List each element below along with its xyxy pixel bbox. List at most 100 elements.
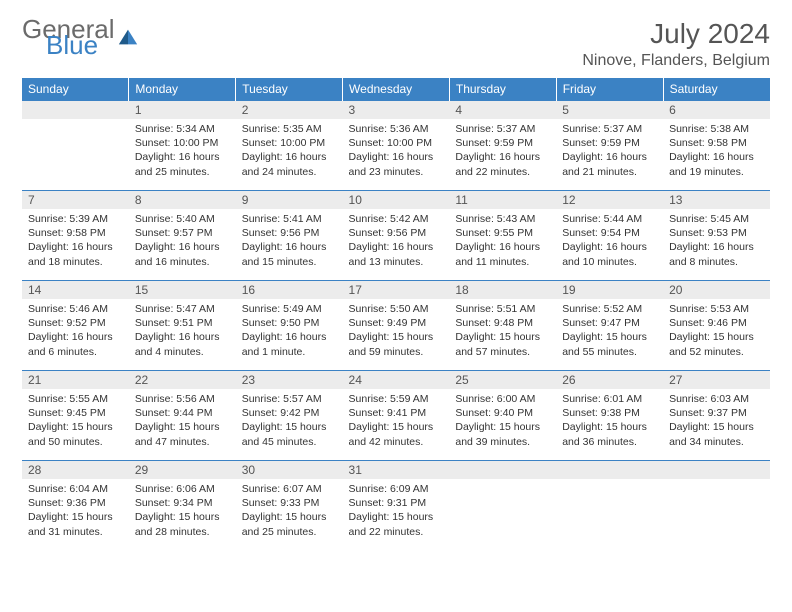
day-number: 3 [343, 101, 450, 119]
calendar-cell: 3Sunrise: 5:36 AMSunset: 10:00 PMDayligh… [343, 101, 450, 191]
day-number: 16 [236, 281, 343, 299]
calendar-cell: 10Sunrise: 5:42 AMSunset: 9:56 PMDayligh… [343, 191, 450, 281]
calendar-cell: 27Sunrise: 6:03 AMSunset: 9:37 PMDayligh… [663, 371, 770, 461]
day-number [22, 101, 129, 119]
day-details: Sunrise: 5:35 AMSunset: 10:00 PMDaylight… [236, 119, 343, 183]
calendar-cell [663, 461, 770, 551]
calendar-cell: 18Sunrise: 5:51 AMSunset: 9:48 PMDayligh… [449, 281, 556, 371]
calendar-cell: 8Sunrise: 5:40 AMSunset: 9:57 PMDaylight… [129, 191, 236, 281]
day-number: 23 [236, 371, 343, 389]
calendar-cell: 25Sunrise: 6:00 AMSunset: 9:40 PMDayligh… [449, 371, 556, 461]
day-number: 19 [556, 281, 663, 299]
day-header: Thursday [449, 78, 556, 101]
calendar-cell: 29Sunrise: 6:06 AMSunset: 9:34 PMDayligh… [129, 461, 236, 551]
calendar-cell [449, 461, 556, 551]
title-block: July 2024 Ninove, Flanders, Belgium [582, 18, 770, 70]
day-number: 1 [129, 101, 236, 119]
calendar-cell: 16Sunrise: 5:49 AMSunset: 9:50 PMDayligh… [236, 281, 343, 371]
logo-word2: Blue [46, 34, 115, 56]
day-number: 17 [343, 281, 450, 299]
calendar-cell: 11Sunrise: 5:43 AMSunset: 9:55 PMDayligh… [449, 191, 556, 281]
calendar-row: 14Sunrise: 5:46 AMSunset: 9:52 PMDayligh… [22, 281, 770, 371]
day-details: Sunrise: 6:03 AMSunset: 9:37 PMDaylight:… [663, 389, 770, 453]
day-header: Monday [129, 78, 236, 101]
day-details: Sunrise: 5:46 AMSunset: 9:52 PMDaylight:… [22, 299, 129, 363]
day-details: Sunrise: 5:55 AMSunset: 9:45 PMDaylight:… [22, 389, 129, 453]
day-number: 29 [129, 461, 236, 479]
day-number [556, 461, 663, 479]
calendar-cell: 4Sunrise: 5:37 AMSunset: 9:59 PMDaylight… [449, 101, 556, 191]
day-number [663, 461, 770, 479]
page-title: July 2024 [582, 18, 770, 50]
day-details: Sunrise: 5:40 AMSunset: 9:57 PMDaylight:… [129, 209, 236, 273]
calendar-cell: 22Sunrise: 5:56 AMSunset: 9:44 PMDayligh… [129, 371, 236, 461]
day-number: 7 [22, 191, 129, 209]
day-number: 28 [22, 461, 129, 479]
day-details: Sunrise: 5:34 AMSunset: 10:00 PMDaylight… [129, 119, 236, 183]
day-details: Sunrise: 5:45 AMSunset: 9:53 PMDaylight:… [663, 209, 770, 273]
day-number: 21 [22, 371, 129, 389]
day-number: 2 [236, 101, 343, 119]
day-details: Sunrise: 5:43 AMSunset: 9:55 PMDaylight:… [449, 209, 556, 273]
day-details: Sunrise: 5:37 AMSunset: 9:59 PMDaylight:… [449, 119, 556, 183]
day-details: Sunrise: 6:04 AMSunset: 9:36 PMDaylight:… [22, 479, 129, 543]
calendar-cell: 17Sunrise: 5:50 AMSunset: 9:49 PMDayligh… [343, 281, 450, 371]
day-number: 8 [129, 191, 236, 209]
calendar-cell: 21Sunrise: 5:55 AMSunset: 9:45 PMDayligh… [22, 371, 129, 461]
day-number: 13 [663, 191, 770, 209]
day-number: 31 [343, 461, 450, 479]
day-details: Sunrise: 5:56 AMSunset: 9:44 PMDaylight:… [129, 389, 236, 453]
day-details: Sunrise: 6:07 AMSunset: 9:33 PMDaylight:… [236, 479, 343, 543]
day-details: Sunrise: 5:39 AMSunset: 9:58 PMDaylight:… [22, 209, 129, 273]
calendar-cell: 15Sunrise: 5:47 AMSunset: 9:51 PMDayligh… [129, 281, 236, 371]
header: General Blue July 2024 Ninove, Flanders,… [22, 18, 770, 70]
calendar-cell [22, 101, 129, 191]
calendar-cell: 14Sunrise: 5:46 AMSunset: 9:52 PMDayligh… [22, 281, 129, 371]
day-header: Wednesday [343, 78, 450, 101]
calendar-cell: 31Sunrise: 6:09 AMSunset: 9:31 PMDayligh… [343, 461, 450, 551]
day-number [449, 461, 556, 479]
day-details: Sunrise: 5:52 AMSunset: 9:47 PMDaylight:… [556, 299, 663, 363]
logo: General Blue [22, 18, 139, 56]
day-number: 27 [663, 371, 770, 389]
day-number: 24 [343, 371, 450, 389]
day-details: Sunrise: 5:49 AMSunset: 9:50 PMDaylight:… [236, 299, 343, 363]
day-details: Sunrise: 6:00 AMSunset: 9:40 PMDaylight:… [449, 389, 556, 453]
day-number: 9 [236, 191, 343, 209]
day-header: Friday [556, 78, 663, 101]
calendar-row: 7Sunrise: 5:39 AMSunset: 9:58 PMDaylight… [22, 191, 770, 281]
calendar-head: SundayMondayTuesdayWednesdayThursdayFrid… [22, 78, 770, 101]
day-details: Sunrise: 5:57 AMSunset: 9:42 PMDaylight:… [236, 389, 343, 453]
calendar-cell: 6Sunrise: 5:38 AMSunset: 9:58 PMDaylight… [663, 101, 770, 191]
day-number: 6 [663, 101, 770, 119]
calendar-row: 21Sunrise: 5:55 AMSunset: 9:45 PMDayligh… [22, 371, 770, 461]
day-details: Sunrise: 5:38 AMSunset: 9:58 PMDaylight:… [663, 119, 770, 183]
calendar-cell: 28Sunrise: 6:04 AMSunset: 9:36 PMDayligh… [22, 461, 129, 551]
day-number: 26 [556, 371, 663, 389]
calendar-row: 1Sunrise: 5:34 AMSunset: 10:00 PMDayligh… [22, 101, 770, 191]
day-header: Saturday [663, 78, 770, 101]
day-number: 4 [449, 101, 556, 119]
day-details: Sunrise: 5:50 AMSunset: 9:49 PMDaylight:… [343, 299, 450, 363]
day-details: Sunrise: 5:47 AMSunset: 9:51 PMDaylight:… [129, 299, 236, 363]
day-number: 22 [129, 371, 236, 389]
calendar-cell: 30Sunrise: 6:07 AMSunset: 9:33 PMDayligh… [236, 461, 343, 551]
day-number: 15 [129, 281, 236, 299]
calendar-cell [556, 461, 663, 551]
day-details: Sunrise: 5:44 AMSunset: 9:54 PMDaylight:… [556, 209, 663, 273]
calendar-cell: 20Sunrise: 5:53 AMSunset: 9:46 PMDayligh… [663, 281, 770, 371]
calendar-cell: 7Sunrise: 5:39 AMSunset: 9:58 PMDaylight… [22, 191, 129, 281]
calendar-row: 28Sunrise: 6:04 AMSunset: 9:36 PMDayligh… [22, 461, 770, 551]
day-details: Sunrise: 5:41 AMSunset: 9:56 PMDaylight:… [236, 209, 343, 273]
day-number: 25 [449, 371, 556, 389]
day-number: 12 [556, 191, 663, 209]
calendar-cell: 12Sunrise: 5:44 AMSunset: 9:54 PMDayligh… [556, 191, 663, 281]
day-details: Sunrise: 5:53 AMSunset: 9:46 PMDaylight:… [663, 299, 770, 363]
calendar-cell: 1Sunrise: 5:34 AMSunset: 10:00 PMDayligh… [129, 101, 236, 191]
day-details: Sunrise: 5:59 AMSunset: 9:41 PMDaylight:… [343, 389, 450, 453]
day-number: 14 [22, 281, 129, 299]
calendar-cell: 24Sunrise: 5:59 AMSunset: 9:41 PMDayligh… [343, 371, 450, 461]
day-details: Sunrise: 6:06 AMSunset: 9:34 PMDaylight:… [129, 479, 236, 543]
day-number: 10 [343, 191, 450, 209]
day-details: Sunrise: 5:36 AMSunset: 10:00 PMDaylight… [343, 119, 450, 183]
